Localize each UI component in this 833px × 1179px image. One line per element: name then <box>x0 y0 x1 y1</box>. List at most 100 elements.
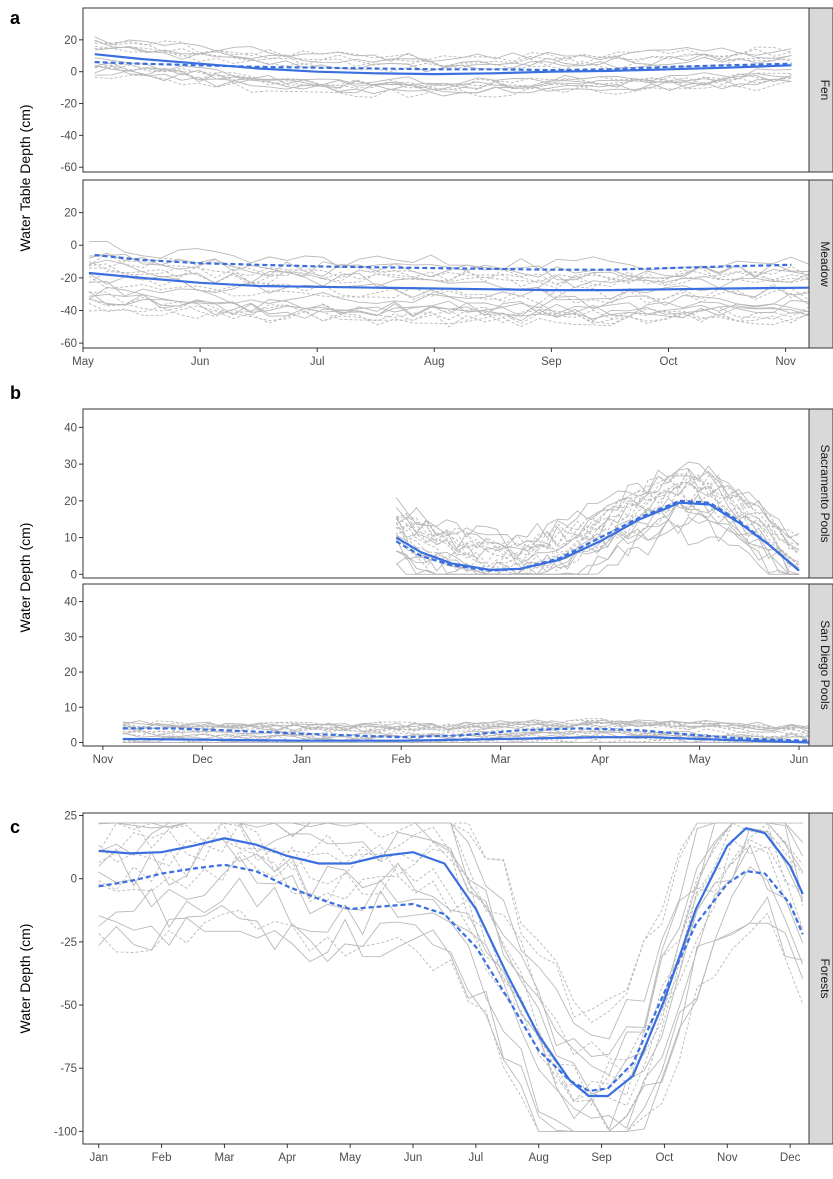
x-tick-label: Apr <box>278 1152 296 1164</box>
strip-label: San Diego Pools <box>818 620 832 709</box>
individual-line <box>88 275 809 304</box>
individual-line <box>98 822 804 1106</box>
facet-strip <box>808 7 833 173</box>
facet-strip <box>808 583 833 747</box>
y-tick-label: 20 <box>64 496 77 508</box>
y-tick-label: 30 <box>64 632 77 644</box>
smoothed-line-dashed <box>94 253 792 271</box>
x-tick-label: Jan <box>293 754 312 766</box>
individual-line <box>94 36 792 63</box>
y-axis-title-a: Water Table Depth (cm) <box>17 104 33 251</box>
y-tick-label: 0 <box>71 874 77 886</box>
individual-line <box>94 65 792 91</box>
facet-san-diego-pools: 0 10 20 30 40 San Diego Pools <box>64 583 833 749</box>
individual-line <box>122 730 809 742</box>
facet-forests: 25 0 -25 -50 -75 -100 Forests <box>54 811 833 1145</box>
individual-line <box>88 306 809 328</box>
smoothed-line-solid <box>94 53 792 76</box>
individual-line <box>98 896 803 1132</box>
x-tick-label: May <box>339 1152 361 1164</box>
x-tick-label: Feb <box>391 754 411 766</box>
y-tick-label: -60 <box>60 162 77 174</box>
x-tick-label: Jun <box>790 754 809 766</box>
individual-line <box>94 57 792 87</box>
individual-line <box>395 472 800 558</box>
facet-meadow: 20 0 -20 -40 -60 Meadow <box>60 179 833 350</box>
individual-line <box>396 470 800 556</box>
x-tick-label: Aug <box>528 1152 548 1164</box>
individual-line <box>88 263 809 289</box>
y-tick-label: -60 <box>60 338 77 350</box>
individual-line <box>395 493 800 575</box>
individual-line <box>396 468 800 556</box>
x-tick-label: Oct <box>655 1152 674 1164</box>
smoothed-line-dashed <box>94 61 792 72</box>
x-tick-label: Jun <box>404 1152 423 1164</box>
smoothed-line-solid <box>98 826 804 1098</box>
individual-line <box>88 298 809 320</box>
facet-sacramento-pools: 0 10 20 30 40 Sacramento Pools <box>64 408 833 581</box>
smoothed-series <box>98 826 804 1098</box>
x-tick-label: Dec <box>192 754 213 766</box>
y-tick-label: 10 <box>64 702 77 714</box>
individual-line <box>88 286 809 317</box>
individual-line <box>88 281 809 310</box>
individual-line <box>396 474 800 559</box>
x-tick-label: Sep <box>591 1152 611 1164</box>
individual-line <box>395 461 800 547</box>
individual-line <box>122 720 809 732</box>
y-tick-label: 20 <box>64 667 77 679</box>
individual-line <box>395 483 800 570</box>
x-tick-label: Sep <box>541 356 561 368</box>
y-tick-label: -75 <box>60 1063 77 1075</box>
individual-line <box>395 481 800 567</box>
x-tick-label: Jun <box>191 356 210 368</box>
y-tick-label: 30 <box>64 459 77 471</box>
individual-line <box>94 61 792 89</box>
y-axis-title-b: Water Depth (cm) <box>17 523 33 633</box>
y-tick-label: -20 <box>60 99 77 111</box>
y-tick-label: 0 <box>71 240 77 252</box>
individual-line <box>122 721 809 735</box>
individual-line <box>98 822 803 1018</box>
individual-line <box>94 69 792 97</box>
facet-strip <box>808 179 833 349</box>
x-tick-label: Mar <box>491 754 511 766</box>
individual-line <box>88 261 809 288</box>
x-tick-label: Nov <box>93 754 114 766</box>
individual-line <box>88 297 809 324</box>
smoothed-series <box>94 53 792 76</box>
x-tick-label: Aug <box>424 356 444 368</box>
y-tick-label: 10 <box>64 533 77 545</box>
facet-fen: 20 0 -20 -40 -60 Fen <box>60 7 833 174</box>
individual-line <box>94 46 792 68</box>
individual-line <box>122 719 809 731</box>
y-tick-label: -20 <box>60 273 77 285</box>
individual-line <box>94 65 792 94</box>
individual-line <box>94 40 792 62</box>
individual-line <box>94 63 792 91</box>
x-tick-label: Nov <box>717 1152 738 1164</box>
individual-line <box>396 516 800 575</box>
x-tick-label: Dec <box>780 1152 801 1164</box>
x-tick-label: Jul <box>469 1152 484 1164</box>
individual-line <box>395 465 800 547</box>
y-axis-title-c: Water Depth (cm) <box>17 924 33 1034</box>
smoothed-line-dashed <box>122 727 809 742</box>
smoothed-line-solid <box>122 736 809 744</box>
y-tick-label: 40 <box>64 597 77 609</box>
x-tick-label: May <box>689 754 711 766</box>
smoothed-line-dashed <box>395 499 800 572</box>
smoothed-line-dashed <box>98 863 804 1093</box>
individual-line <box>88 271 809 301</box>
strip-label: Fen <box>818 80 832 101</box>
individual-line <box>88 260 809 286</box>
individual-series-lines <box>98 822 804 1133</box>
facet-strip <box>808 812 833 1145</box>
x-tick-label: Jul <box>310 356 325 368</box>
individual-line <box>122 719 809 731</box>
smoothed-series <box>88 253 809 292</box>
